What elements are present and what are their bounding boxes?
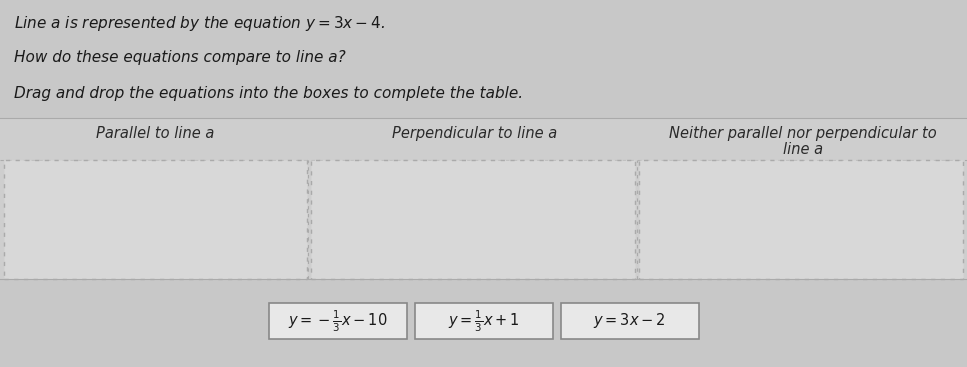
Text: Neither parallel nor perpendicular to: Neither parallel nor perpendicular to [669,126,937,141]
Text: Perpendicular to line a: Perpendicular to line a [393,126,558,141]
Text: How do these equations compare to line a?: How do these equations compare to line a… [14,50,346,65]
Text: $y = 3x - 2$: $y = 3x - 2$ [593,312,666,331]
FancyBboxPatch shape [639,160,963,279]
FancyBboxPatch shape [311,160,635,279]
Text: $y = \frac{1}{3}x + 1$: $y = \frac{1}{3}x + 1$ [448,308,519,334]
FancyBboxPatch shape [415,303,552,339]
FancyBboxPatch shape [269,303,406,339]
FancyBboxPatch shape [561,303,698,339]
Text: Line a is represented by the equation $y = 3x - 4$.: Line a is represented by the equation $y… [14,14,385,33]
FancyBboxPatch shape [4,160,307,279]
Text: line a: line a [783,142,823,157]
Text: Parallel to line a: Parallel to line a [96,126,214,141]
Text: Drag and drop the equations into the boxes to complete the table.: Drag and drop the equations into the box… [14,86,523,101]
Text: $y = -\frac{1}{3}x - 10$: $y = -\frac{1}{3}x - 10$ [288,308,387,334]
FancyBboxPatch shape [0,118,967,279]
